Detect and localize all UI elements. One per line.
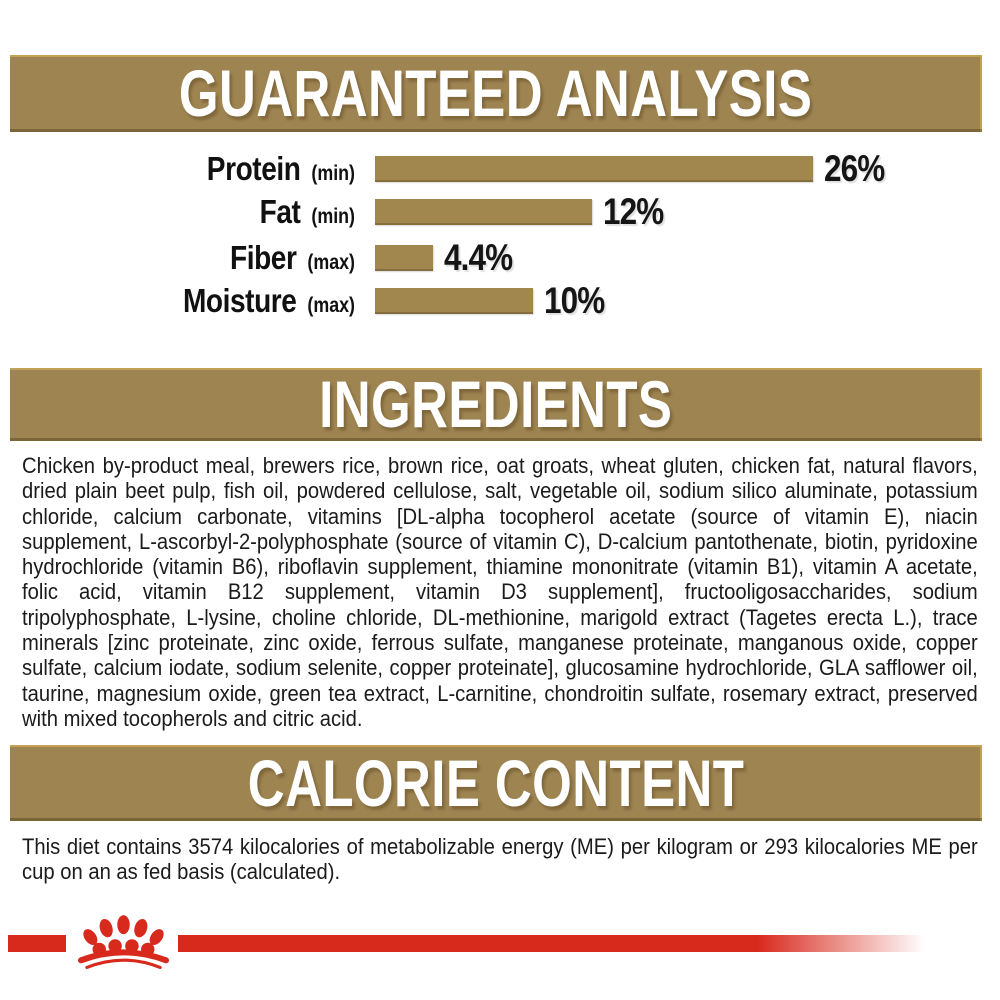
- ingredients-header: INGREDIENTS: [10, 368, 982, 441]
- guaranteed-analysis-title: GUARANTEED ANALYSIS: [179, 56, 813, 131]
- analysis-label: Fat (min): [53, 193, 355, 231]
- nutrient-name: Fiber: [230, 238, 297, 276]
- analysis-bar: [375, 244, 433, 271]
- calorie-content-title: CALORIE CONTENT: [247, 746, 745, 820]
- analysis-label: Fiber (max): [53, 239, 355, 277]
- nutrient-qualifier: (min): [306, 204, 355, 228]
- analysis-value: 12%: [603, 190, 664, 232]
- nutrient-name: Protein: [206, 149, 301, 187]
- brand-red-band-right: [178, 935, 940, 952]
- ingredients-text: Chicken by-product meal, brewers rice, b…: [22, 453, 978, 731]
- analysis-row: Fiber (max) 4.4%: [0, 235, 1000, 280]
- analysis-value: 10%: [544, 279, 605, 321]
- analysis-label: Moisture (max): [53, 282, 355, 320]
- analysis-row: Protein (min) 26%: [0, 146, 1000, 191]
- guaranteed-analysis-header: GUARANTEED ANALYSIS: [10, 55, 982, 132]
- ingredients-title: INGREDIENTS: [319, 367, 673, 442]
- nutrient-qualifier: (max): [302, 250, 355, 274]
- brand-red-band-left: [8, 935, 66, 952]
- calorie-content-text: This diet contains 3574 kilocalories of …: [22, 834, 978, 885]
- nutrient-name: Fat: [259, 192, 301, 230]
- analysis-value: 4.4%: [444, 236, 513, 278]
- analysis-value: 26%: [824, 147, 885, 189]
- royal-canin-crown-paw-icon: [77, 915, 170, 969]
- analysis-bar: [375, 198, 592, 225]
- nutrient-qualifier: (max): [302, 293, 355, 317]
- nutrient-name: Moisture: [182, 281, 297, 319]
- analysis-row: Moisture (max) 10%: [0, 278, 1000, 323]
- analysis-row: Fat (min) 12%: [0, 189, 1000, 234]
- analysis-bar: [375, 155, 813, 182]
- analysis-label: Protein (min): [53, 150, 355, 188]
- calorie-content-header: CALORIE CONTENT: [10, 745, 982, 821]
- nutrient-qualifier: (min): [306, 161, 355, 185]
- guaranteed-analysis-chart: Protein (min) 26% Fat (min) 12% Fiber (m…: [0, 0, 1000, 340]
- analysis-bar: [375, 287, 533, 314]
